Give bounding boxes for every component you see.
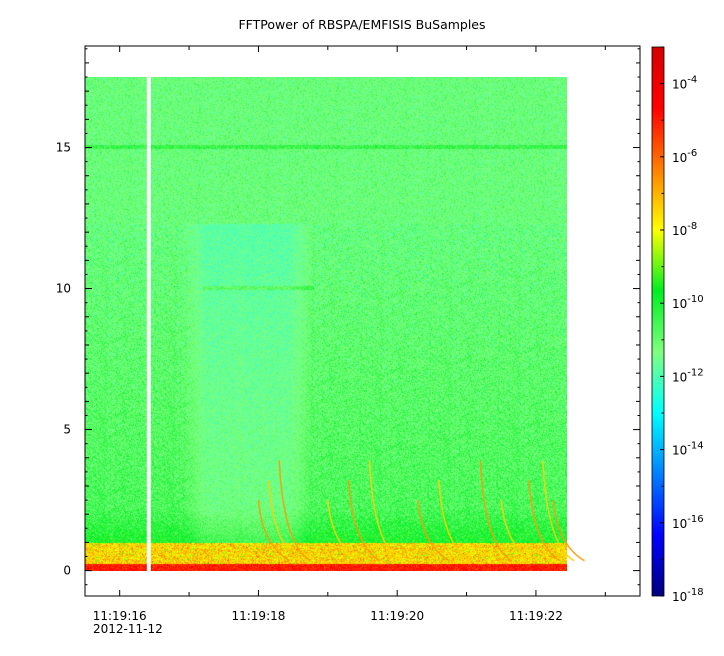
colorbar-tick-label: 10-16 (672, 514, 704, 531)
spectrogram-features (146, 77, 585, 571)
y-tick-label: 5 (63, 423, 71, 437)
chart-title: FFTPower of RBSPA/EMFISIS BuSamples (238, 17, 486, 32)
x-axis-date-label: 2012-11-12 (93, 622, 163, 636)
rising-tone (278, 460, 311, 562)
rising-tone (268, 480, 301, 562)
colorbar-tick-label: 10-12 (672, 367, 704, 384)
colorbar-tick-label: 10-14 (672, 441, 704, 458)
y-tick-label: 10 (56, 282, 71, 296)
colorbar-tick-exponent: -4 (687, 75, 697, 86)
rising-tone (500, 500, 533, 562)
colorbar-tick-label: 10-6 (672, 148, 697, 165)
y-tick-label: 15 (56, 141, 71, 155)
rising-tone (368, 460, 402, 562)
colorbar-tick-exponent: -12 (687, 367, 703, 378)
colorbar (651, 46, 665, 597)
colorbar-axis: 10-4 10-6 10-8 10-10 10-12 10-14 10-16 10-18 (660, 46, 704, 604)
colorbar-tick-exponent: -14 (687, 441, 703, 452)
spectrogram-image (85, 77, 567, 571)
x-tick-label: 11:19:16 (93, 609, 147, 623)
rising-tone (417, 500, 450, 562)
colorbar-tick-exponent: -8 (687, 221, 697, 232)
colorbar-tick-exponent: -10 (687, 294, 703, 305)
rising-tone (327, 500, 360, 562)
x-tick-label: 11:19:18 (231, 609, 285, 623)
rising-tone (528, 480, 561, 562)
x-tick-label: 11:19:20 (370, 609, 424, 623)
rising-tone (257, 500, 291, 562)
plot-frame (84, 45, 641, 597)
colorbar-tick-exponent: -6 (687, 148, 697, 159)
y-tick-label: 0 (63, 564, 71, 578)
colorbar-tick-exponent: -18 (687, 587, 703, 598)
colorbar-tick-label: 10-18 (672, 587, 704, 604)
colorbar-tick-label: 10-10 (672, 294, 704, 311)
colorbar-tick-label: 10-4 (672, 75, 697, 92)
data-gap (146, 77, 151, 571)
x-tick-label: 11:19:22 (509, 609, 563, 623)
rising-tone (347, 480, 381, 562)
x-axis: 11:19:16 11:19:18 11:19:20 11:19:22 (93, 46, 606, 623)
colorbar-tick-label: 10-8 (672, 221, 697, 238)
y-axis: 0 5 10 15 (56, 48, 640, 586)
rising-tone (552, 500, 585, 562)
rising-tone (438, 480, 471, 562)
rising-tone (479, 460, 513, 562)
colorbar-tick-exponent: -16 (687, 514, 703, 525)
rising-tone (542, 460, 575, 562)
